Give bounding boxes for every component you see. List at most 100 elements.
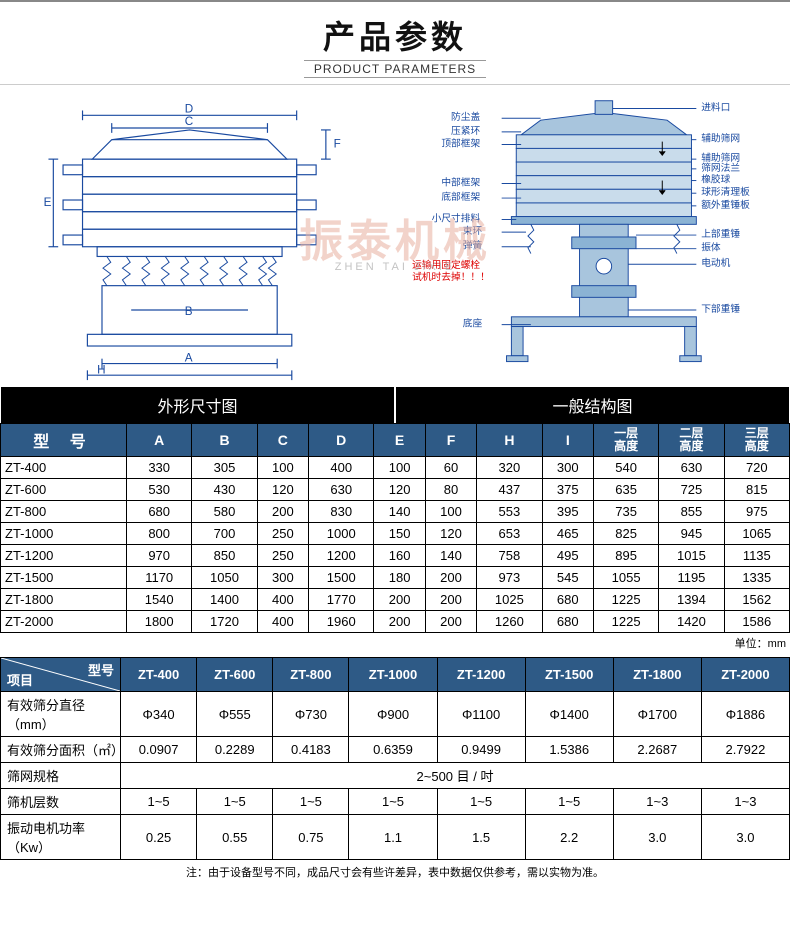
- table1-cell: 1540: [127, 589, 192, 611]
- table1-cell: 1400: [192, 589, 257, 611]
- diagram-row: D C E F B A H: [0, 87, 790, 387]
- table1-cell: 700: [192, 523, 257, 545]
- table1-cell: 1394: [659, 589, 724, 611]
- table1-cell: 1015: [659, 545, 724, 567]
- table2-model-header: ZT-600: [197, 658, 273, 692]
- table1-cell: 630: [659, 457, 724, 479]
- table1-cell: 400: [309, 457, 374, 479]
- table1-header: H: [477, 424, 542, 457]
- table2-cell: 1~3: [613, 789, 701, 815]
- callout: 压紧环: [451, 125, 480, 137]
- table1-cell: 680: [127, 501, 192, 523]
- table2-diag-header: 型号项目: [1, 658, 121, 692]
- table1-cell: 1200: [309, 545, 374, 567]
- table1-cell: 320: [477, 457, 542, 479]
- callout: 上部重锤: [701, 227, 740, 240]
- table2-cell: 0.9499: [437, 737, 525, 763]
- table1-cell: 815: [724, 479, 789, 501]
- table1-cell: 400: [257, 611, 308, 633]
- table2-cell: Φ555: [197, 692, 273, 737]
- table2-row-label: 有效筛分面积（㎡）: [1, 737, 121, 763]
- specs-table: 型号项目ZT-400ZT-600ZT-800ZT-1000ZT-1200ZT-1…: [0, 657, 790, 860]
- callout: 电动机: [701, 256, 730, 269]
- table1-cell: ZT-400: [1, 457, 127, 479]
- table1-cell: 495: [542, 545, 593, 567]
- svg-text:F: F: [334, 137, 341, 150]
- table1-cell: 140: [374, 501, 425, 523]
- table1-cell: 200: [425, 567, 476, 589]
- callout: 小尺寸排料: [432, 211, 481, 224]
- table2-cell: 2.2687: [613, 737, 701, 763]
- table2-model-header: ZT-1200: [437, 658, 525, 692]
- callout: 束环: [463, 225, 483, 237]
- table1-header: F: [425, 424, 476, 457]
- table1-cell: 80: [425, 479, 476, 501]
- table1-cell: ZT-1800: [1, 589, 127, 611]
- table1-cell: 1225: [593, 589, 658, 611]
- caption-left: 外形尺寸图: [1, 387, 394, 423]
- callout: 下部重锤: [701, 302, 740, 315]
- table1-cell: ZT-1000: [1, 523, 127, 545]
- table2-cell: 1~5: [437, 789, 525, 815]
- callout: 防尘盖: [451, 110, 480, 123]
- table1-cell: 430: [192, 479, 257, 501]
- table1-cell: 100: [425, 501, 476, 523]
- table2-cell: Φ900: [349, 692, 437, 737]
- table1-cell: 1770: [309, 589, 374, 611]
- table1-cell: 945: [659, 523, 724, 545]
- table1-cell: 895: [593, 545, 658, 567]
- table1-cell: 580: [192, 501, 257, 523]
- callout: 球形清理板: [701, 185, 750, 198]
- table1-cell: 1135: [724, 545, 789, 567]
- table1-cell: 395: [542, 501, 593, 523]
- callout: 顶部框架: [442, 136, 481, 149]
- table1-cell: 720: [724, 457, 789, 479]
- table1-cell: 1065: [724, 523, 789, 545]
- table2-model-header: ZT-1500: [525, 658, 613, 692]
- title-cn: 产品参数: [0, 12, 790, 58]
- callout: 中部框架: [442, 175, 481, 188]
- table1-cell: ZT-2000: [1, 611, 127, 633]
- table1-cell: 250: [257, 523, 308, 545]
- table2-cell: 1~5: [525, 789, 613, 815]
- table1-cell: 553: [477, 501, 542, 523]
- table2-model-header: ZT-1800: [613, 658, 701, 692]
- svg-text:A: A: [185, 352, 193, 365]
- table1-cell: 540: [593, 457, 658, 479]
- table1-cell: 758: [477, 545, 542, 567]
- structure-diagram: 防尘盖 压紧环 顶部框架 中部框架 底部框架 小尺寸排料 束环 弹簧 运输用固定…: [379, 87, 790, 387]
- table1-cell: 975: [724, 501, 789, 523]
- table1-cell: 300: [257, 567, 308, 589]
- table2-row-label: 振动电机功率（Kw）: [1, 815, 121, 860]
- table2-model-header: ZT-800: [273, 658, 349, 692]
- table2-cell: 3.0: [701, 815, 789, 860]
- table1-cell: 970: [127, 545, 192, 567]
- caption-row: 外形尺寸图 一般结构图: [0, 387, 790, 423]
- table1-cell: 545: [542, 567, 593, 589]
- table1-cell: 180: [374, 567, 425, 589]
- table1-cell: 1195: [659, 567, 724, 589]
- table1-cell: 1335: [724, 567, 789, 589]
- table1-cell: 830: [309, 501, 374, 523]
- table2-row-label: 筛机层数: [1, 789, 121, 815]
- caption-right: 一般结构图: [396, 387, 789, 423]
- header: 产品参数 PRODUCT PARAMETERS: [0, 0, 790, 85]
- table2-cell: 2~500 目 / 吋: [121, 763, 790, 789]
- table1-cell: 630: [309, 479, 374, 501]
- table2-cell: Φ340: [121, 692, 197, 737]
- table1-cell: 635: [593, 479, 658, 501]
- table1-header: A: [127, 424, 192, 457]
- table1-cell: 1260: [477, 611, 542, 633]
- table1-header: 一层高度: [593, 424, 658, 457]
- table1-cell: 437: [477, 479, 542, 501]
- table1-cell: 680: [542, 611, 593, 633]
- table1-cell: 850: [192, 545, 257, 567]
- table2-cell: 0.4183: [273, 737, 349, 763]
- table1-cell: 1420: [659, 611, 724, 633]
- table1-cell: ZT-1500: [1, 567, 127, 589]
- svg-text:C: C: [185, 115, 193, 128]
- table1-header: 二层高度: [659, 424, 724, 457]
- table1-cell: 375: [542, 479, 593, 501]
- table1-cell: 465: [542, 523, 593, 545]
- table2-cell: 0.25: [121, 815, 197, 860]
